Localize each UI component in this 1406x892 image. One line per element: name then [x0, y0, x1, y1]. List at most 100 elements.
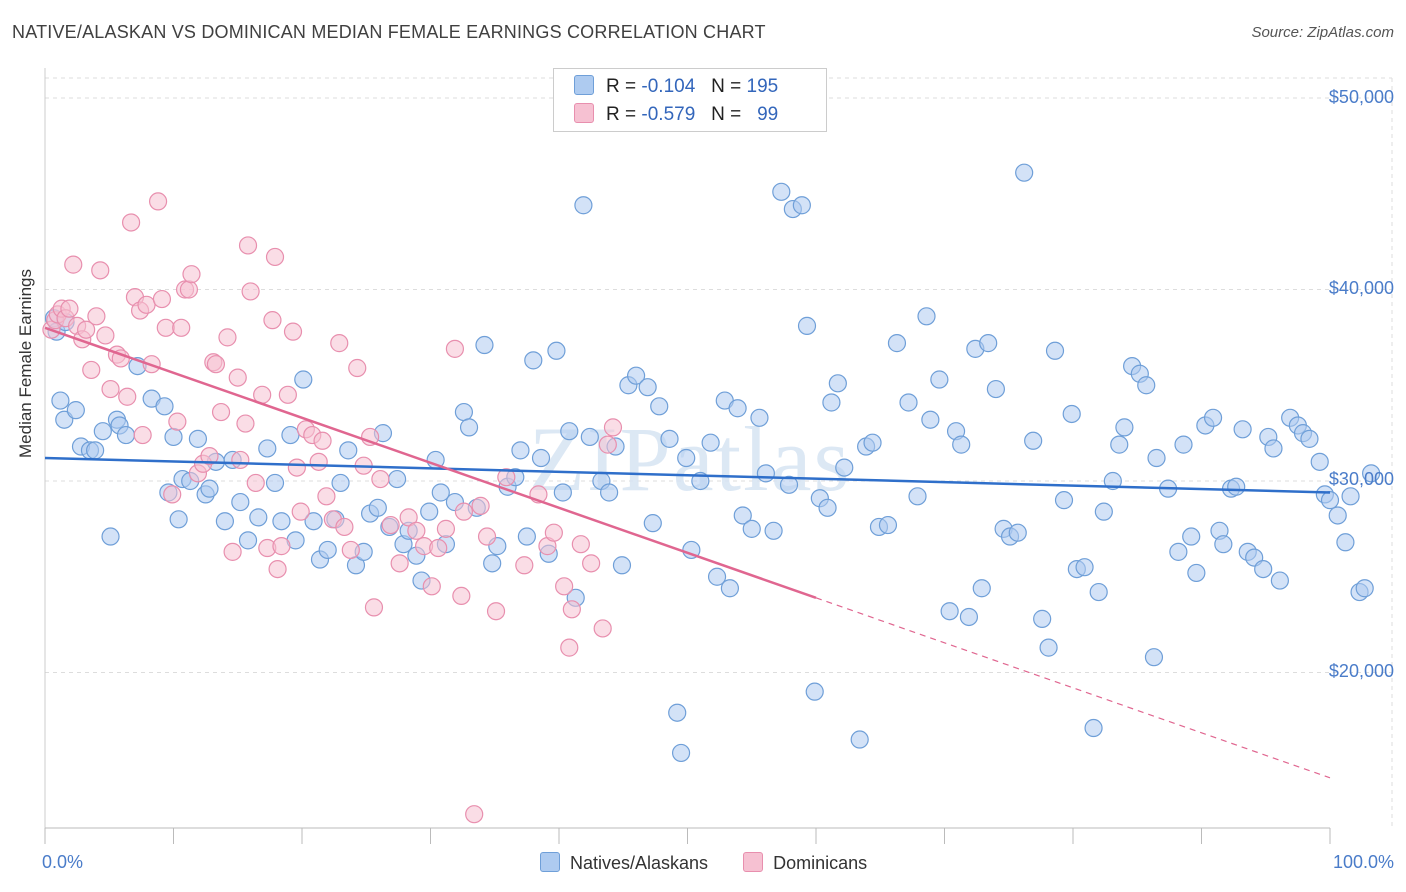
data-point-dominicans: [268, 559, 287, 579]
data-point-natives: [459, 418, 479, 437]
legend-row-natives: R = -0.104 N = 195: [574, 75, 778, 101]
data-point-natives: [258, 439, 277, 458]
data-point-natives: [822, 393, 841, 412]
data-point-natives: [294, 370, 313, 389]
y-tick-label: $20,000: [1328, 661, 1394, 681]
data-point-natives: [650, 397, 669, 416]
data-point-dominicans: [562, 600, 581, 619]
data-point-dominicans: [77, 320, 96, 339]
data-point-natives: [1264, 439, 1283, 458]
data-point-dominicans: [555, 577, 574, 596]
data-point-natives: [930, 370, 949, 389]
data-point-dominicans: [497, 468, 516, 487]
data-point-natives: [887, 334, 907, 353]
data-point-natives: [805, 682, 824, 701]
data-point-dominicans: [96, 326, 115, 345]
data-point-natives: [779, 475, 799, 494]
data-point-natives: [531, 448, 551, 468]
data-point-natives: [764, 521, 783, 540]
data-point-natives: [1320, 491, 1340, 510]
data-point-natives: [701, 433, 720, 452]
legend-label: Dominicans: [773, 853, 868, 873]
data-point-dominicans: [172, 318, 191, 337]
data-point-natives: [339, 441, 358, 460]
legend-r-value: -0.579: [641, 104, 696, 125]
y-tick-label: $50,000: [1328, 87, 1394, 107]
data-point-dominicans: [593, 619, 612, 638]
legend-item-natives: Natives/Alaskans: [540, 852, 708, 874]
data-point-natives: [1341, 487, 1360, 506]
data-point-natives: [524, 351, 543, 370]
data-point-dominicans: [87, 307, 106, 326]
data-point-dominicans: [156, 318, 175, 337]
legend-label: Natives/Alaskans: [570, 853, 709, 873]
data-point-dominicans: [317, 487, 336, 506]
data-point-dominicans: [287, 458, 306, 477]
data-point-natives: [86, 441, 105, 460]
series-legend: Natives/Alaskans Dominicans: [540, 852, 897, 874]
data-point-dominicans: [118, 387, 137, 406]
series-dominicans: [42, 192, 623, 824]
data-point-dominicans: [471, 496, 490, 515]
data-point-natives: [281, 425, 300, 445]
legend-r-label: R =: [606, 76, 637, 97]
data-point-dominicans: [603, 418, 623, 437]
data-point-dominicans: [582, 554, 601, 573]
data-point-natives: [1182, 527, 1201, 546]
data-point-natives: [878, 515, 898, 535]
data-point-dominicans: [330, 334, 349, 353]
legend-r-value: -0.104: [641, 76, 696, 97]
data-point-natives: [420, 502, 439, 521]
data-point-dominicans: [121, 213, 141, 232]
data-point-dominicans: [137, 295, 156, 314]
data-point-natives: [1084, 718, 1103, 738]
data-point-natives: [475, 335, 494, 355]
data-point-natives: [835, 458, 854, 477]
data-point-dominicans: [231, 450, 250, 470]
data-point-natives: [188, 429, 208, 448]
data-point-natives: [1039, 638, 1058, 657]
data-point-natives: [1094, 502, 1113, 521]
data-point-natives: [792, 196, 811, 215]
data-point-natives: [1089, 582, 1108, 602]
data-point-dominicans: [544, 523, 563, 542]
data-point-natives: [231, 492, 250, 512]
chart-title: NATIVE/ALASKAN VS DOMINICAN MEDIAN FEMAL…: [12, 22, 766, 42]
data-point-dominicans: [206, 355, 226, 374]
data-point-natives: [215, 512, 234, 531]
data-point-natives: [560, 422, 579, 441]
data-point-dominicans: [82, 360, 101, 380]
data-point-dominicans: [598, 435, 617, 454]
data-point-dominicans: [309, 452, 328, 471]
data-point-natives: [756, 464, 775, 483]
data-point-natives: [547, 341, 566, 360]
x-tick-label-min: 0.0%: [42, 852, 84, 872]
data-point-natives: [671, 743, 691, 763]
source-label: Source: ZipAtlas.com: [1251, 24, 1394, 41]
data-point-natives: [200, 479, 219, 498]
data-point-natives: [921, 410, 940, 429]
data-point-dominicans: [179, 280, 199, 299]
data-point-dominicans: [436, 519, 456, 538]
data-point-natives: [940, 602, 959, 621]
data-point-natives: [574, 196, 593, 215]
data-point-natives: [1310, 452, 1329, 471]
data-point-natives: [1174, 435, 1193, 454]
data-point-dominicans: [211, 402, 231, 422]
trend-line-dominicans-extrapolated: [815, 597, 1331, 779]
data-point-dominicans: [452, 586, 471, 606]
data-point-dominicans: [313, 431, 332, 450]
data-point-dominicans: [454, 502, 474, 521]
legend-n-label: N =: [711, 104, 742, 125]
data-point-dominicans: [168, 412, 187, 431]
data-point-natives: [1103, 471, 1122, 491]
data-point-natives: [431, 483, 450, 502]
data-point-natives: [626, 366, 646, 385]
data-point-dominicans: [422, 577, 441, 596]
x-axis: [44, 68, 1331, 844]
trend-line-natives: [44, 456, 1331, 494]
trend-line-dominicans: [44, 326, 817, 599]
data-point-dominicans: [60, 299, 79, 318]
data-point-natives: [600, 483, 619, 502]
data-point-natives: [1227, 477, 1246, 496]
